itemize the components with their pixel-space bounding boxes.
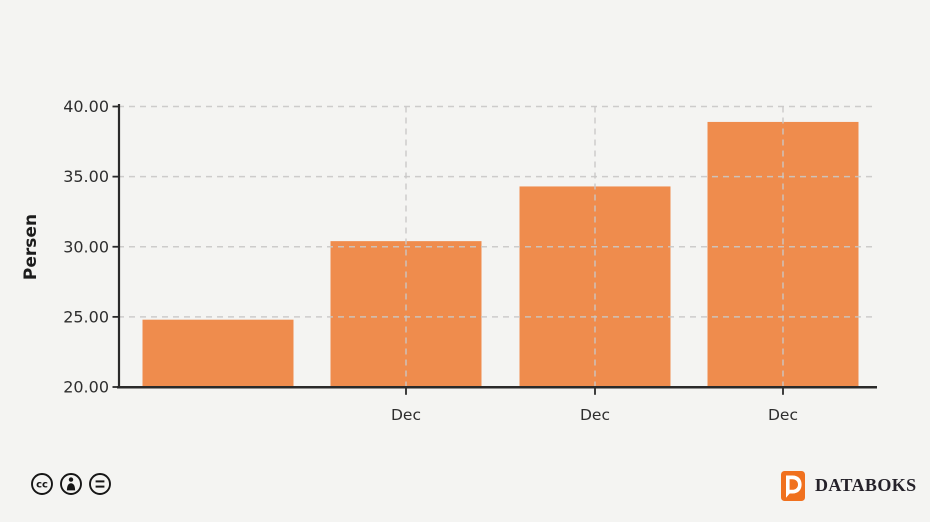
cc-icon: cc — [31, 473, 53, 495]
x-tick-label-4: Dec — [768, 406, 798, 424]
attribution-person-icon — [60, 473, 82, 495]
y-tick-label-25: 25.00 — [63, 307, 109, 326]
attribution-person-head — [68, 477, 74, 482]
databoks-logo-d-bubble — [786, 475, 802, 498]
bar-chart: 20.00 25.00 30.00 35.00 40.00 Dec Dec Dec Persen — [21, 97, 877, 424]
cc-icon-circle — [31, 473, 53, 495]
license-icons: cc — [31, 473, 111, 495]
no-derivatives-icon-circle — [89, 473, 111, 495]
no-derivatives-icon — [89, 473, 111, 495]
y-tick-label-30: 30.00 — [63, 237, 109, 256]
databoks-logo-icon — [781, 471, 805, 501]
cc-icon-letters: cc — [36, 480, 48, 491]
y-axis-title: Persen — [21, 214, 41, 280]
x-tick-label-3: Dec — [580, 406, 610, 424]
y-tick-label-40: 40.00 — [63, 97, 109, 116]
y-tick-label-20: 20.00 — [63, 378, 109, 397]
bar-1 — [142, 319, 294, 387]
databoks-brand-name: DATABOKS — [815, 475, 917, 495]
attribution-icon-circle — [60, 473, 82, 495]
y-tick-label-35: 35.00 — [63, 167, 109, 186]
attribution-person-body — [66, 483, 76, 491]
x-tick-label-2: Dec — [391, 406, 421, 424]
